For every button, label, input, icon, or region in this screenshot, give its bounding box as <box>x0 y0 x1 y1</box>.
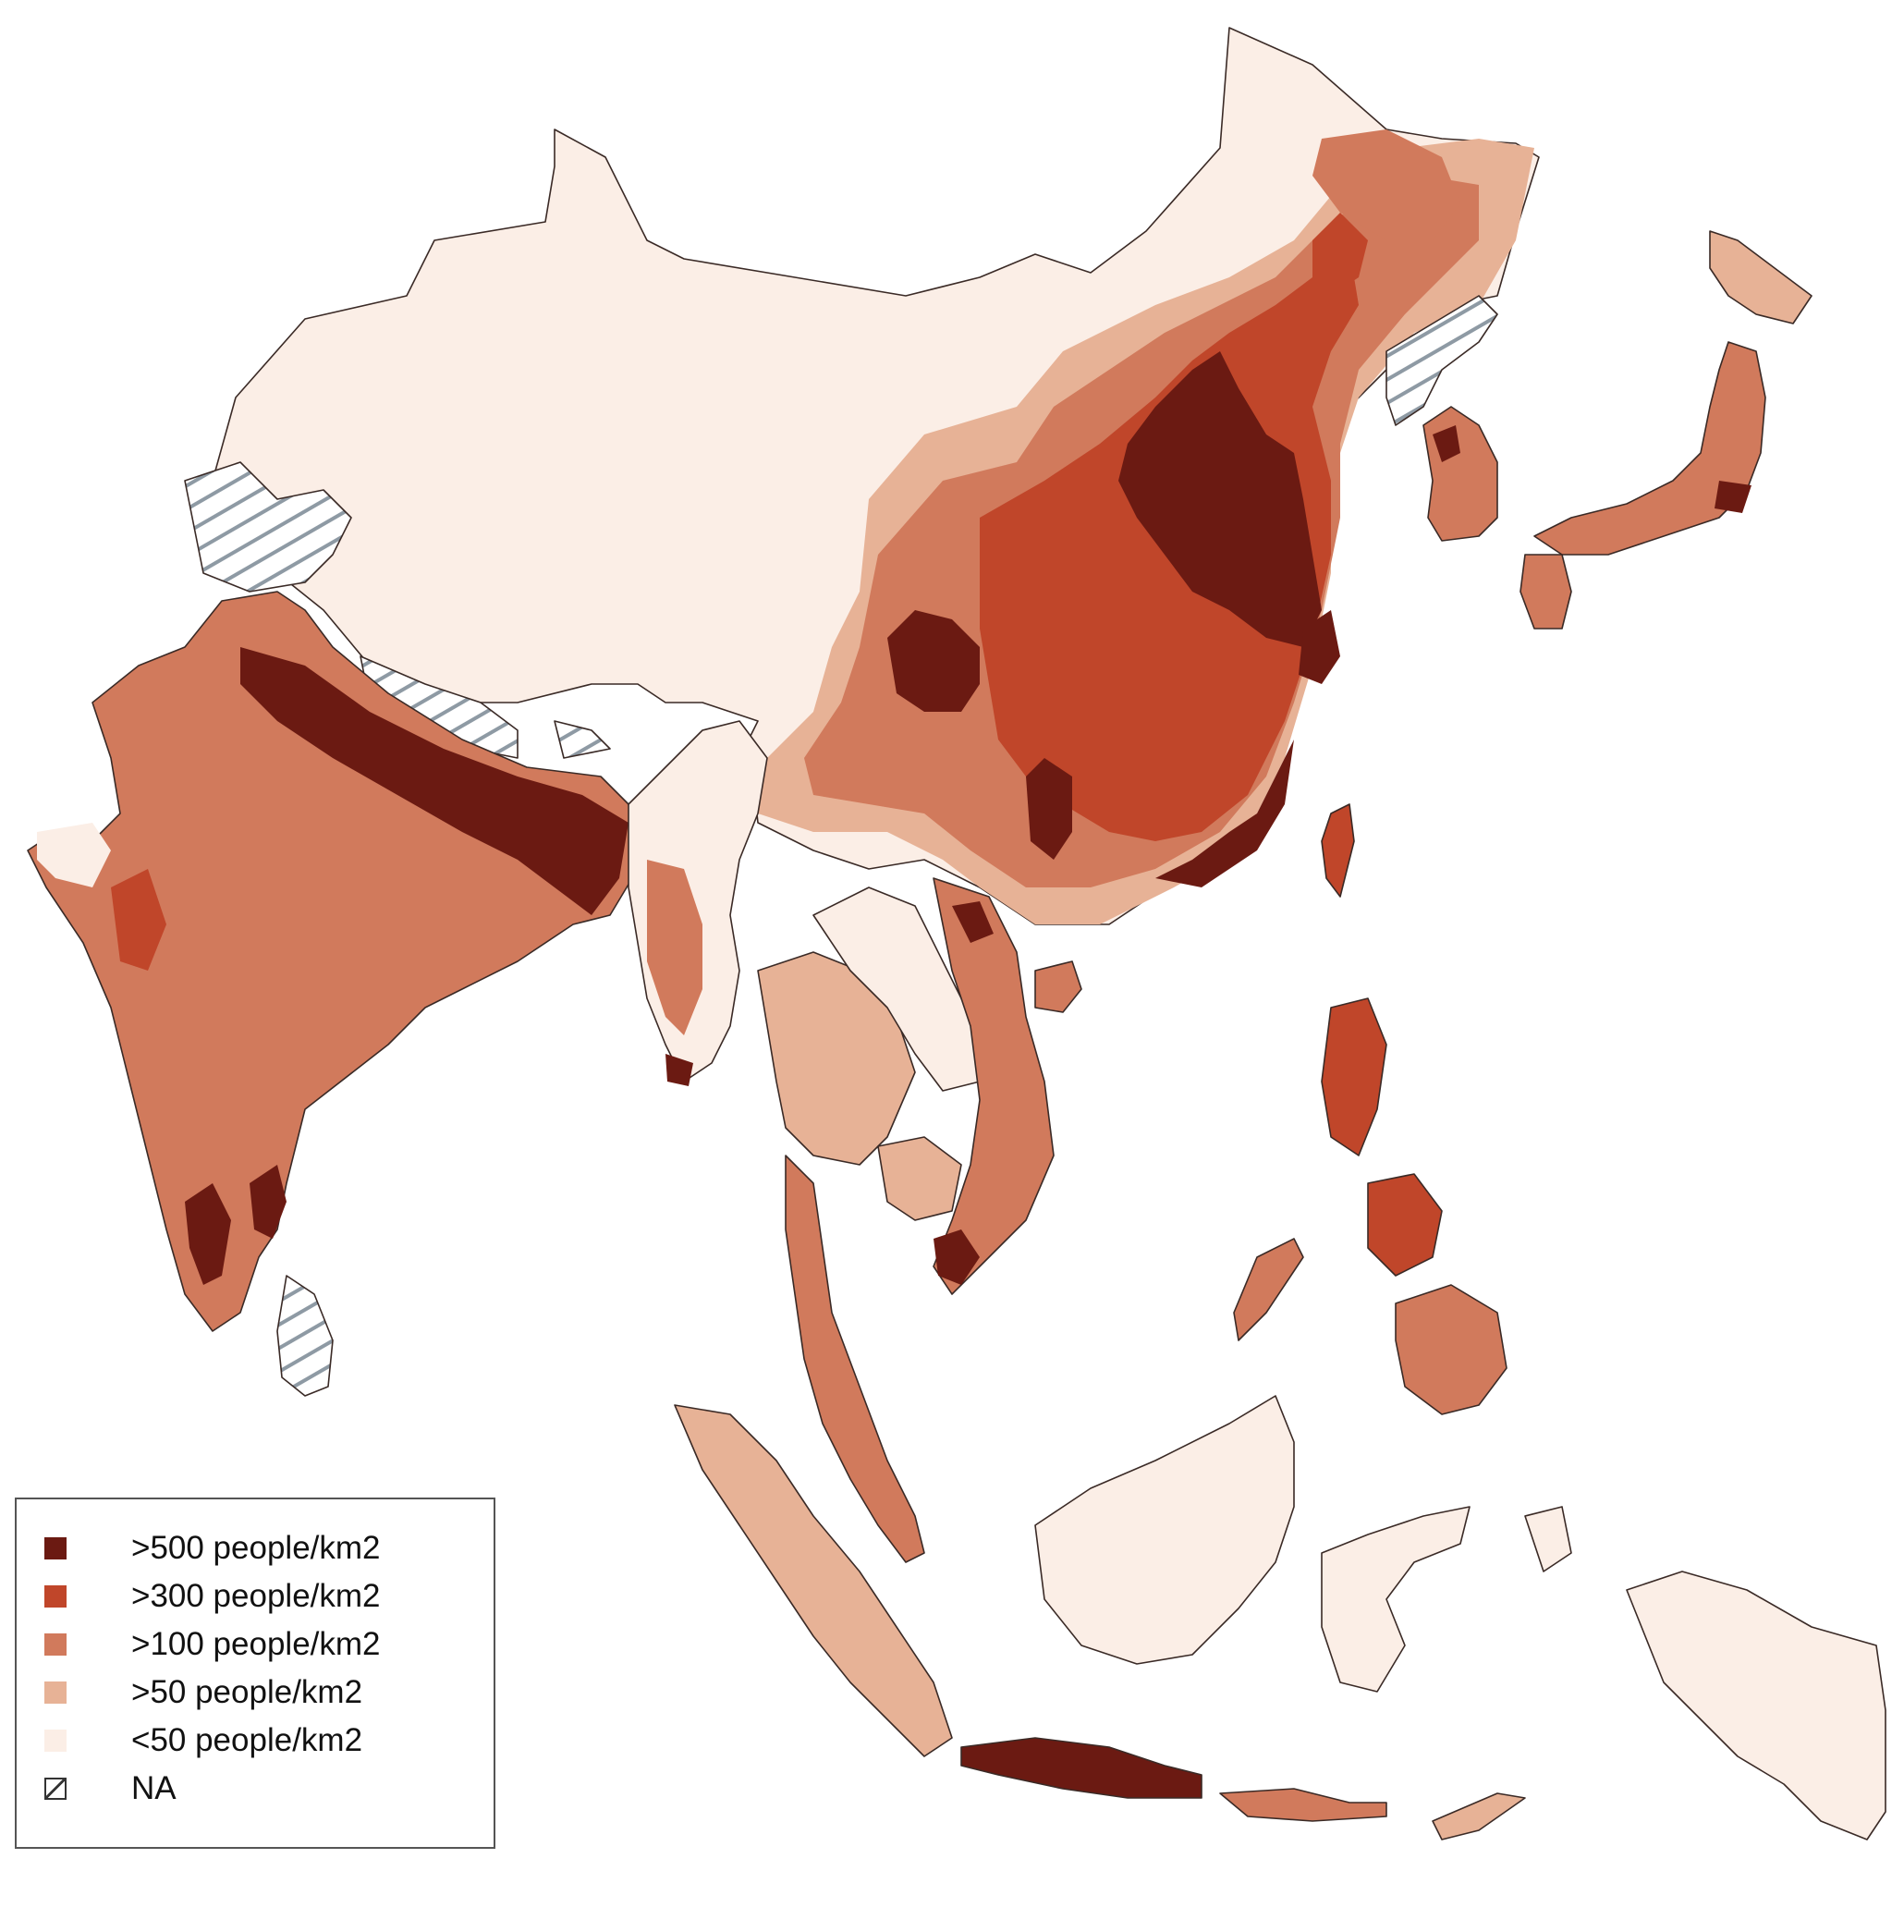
region-hokkaido <box>1709 230 1812 324</box>
legend-label-lt50: <50 people/km2 <box>131 1722 363 1758</box>
region-irrawaddy-delta-500 <box>665 1054 693 1086</box>
region-mekong-delta-500 <box>934 1229 980 1285</box>
legend-label-gt300: >300 people/km2 <box>131 1578 381 1614</box>
region-taiwan <box>1321 803 1355 898</box>
region-new-guinea <box>1626 1571 1886 1840</box>
region-sichuan-500 <box>887 610 980 712</box>
region-red-river-delta-500 <box>952 901 994 943</box>
region-honshu <box>1533 341 1766 556</box>
region-mindanao <box>1395 1284 1507 1415</box>
region-seoul-500 <box>1433 425 1460 462</box>
region-java <box>960 1737 1202 1799</box>
region-gangetic-plain-500 <box>240 647 629 915</box>
region-india-west-300 <box>111 869 166 971</box>
region-bhutan-na <box>554 720 611 759</box>
region-sri-lanka-na <box>276 1275 334 1397</box>
region-visayas <box>1367 1173 1443 1277</box>
legend-item-na: NA <box>44 1766 177 1812</box>
region-luzon <box>1321 997 1387 1156</box>
region-kerala-500 <box>185 1183 231 1285</box>
legend-swatch-gt500 <box>44 1537 67 1559</box>
legend-swatch-gt300 <box>44 1585 67 1608</box>
region-korea-north <box>1385 295 1498 426</box>
region-myanmar-100 <box>647 860 702 1035</box>
map-legend: >500 people/km2 >300 people/km2 >100 peo… <box>15 1498 495 1849</box>
region-tokyo-osaka-500 <box>1715 481 1751 513</box>
region-borneo <box>1034 1395 1295 1665</box>
region-lesser-sunda <box>1219 1788 1387 1822</box>
region-tamil-nadu-500 <box>250 1165 287 1239</box>
legend-label-gt50: >50 people/km2 <box>131 1674 363 1710</box>
region-malay-peninsula <box>785 1155 925 1563</box>
region-kashmir-na <box>184 461 352 593</box>
region-kyushu <box>1520 554 1572 630</box>
region-sulawesi <box>1321 1506 1471 1693</box>
legend-item-gt50: >50 people/km2 <box>44 1669 362 1716</box>
region-north-china-plain-500 <box>1118 351 1322 647</box>
region-hunan-500 <box>1026 758 1072 860</box>
region-guangdong-500 <box>1155 740 1294 887</box>
legend-label-gt100: >100 people/km2 <box>131 1626 381 1662</box>
legend-item-gt100: >100 people/km2 <box>44 1621 381 1668</box>
region-rajasthan-50 <box>37 823 111 887</box>
region-sumatra <box>674 1404 953 1757</box>
legend-swatch-gt50 <box>44 1681 67 1704</box>
region-northeast-china-300 <box>1312 213 1368 296</box>
region-palawan <box>1233 1238 1304 1341</box>
region-korea-south <box>1422 406 1498 542</box>
region-cambodia <box>877 1136 962 1221</box>
legend-item-gt300: >300 people/km2 <box>44 1573 381 1620</box>
region-timor <box>1432 1792 1526 1840</box>
region-hainan <box>1034 960 1082 1013</box>
legend-swatch-lt50 <box>44 1730 67 1752</box>
region-halmahera <box>1524 1506 1572 1572</box>
legend-swatch-gt100 <box>44 1633 67 1656</box>
region-vietnam <box>933 877 1055 1295</box>
region-yangtze-500 <box>1299 610 1340 684</box>
legend-item-lt50: <50 people/km2 <box>44 1718 362 1764</box>
legend-item-gt500: >500 people/km2 <box>44 1525 381 1571</box>
region-northeast-china-100 <box>1312 129 1460 240</box>
legend-label-gt500: >500 people/km2 <box>131 1530 381 1566</box>
legend-swatch-na <box>44 1778 67 1800</box>
legend-label-na: NA <box>131 1770 177 1806</box>
